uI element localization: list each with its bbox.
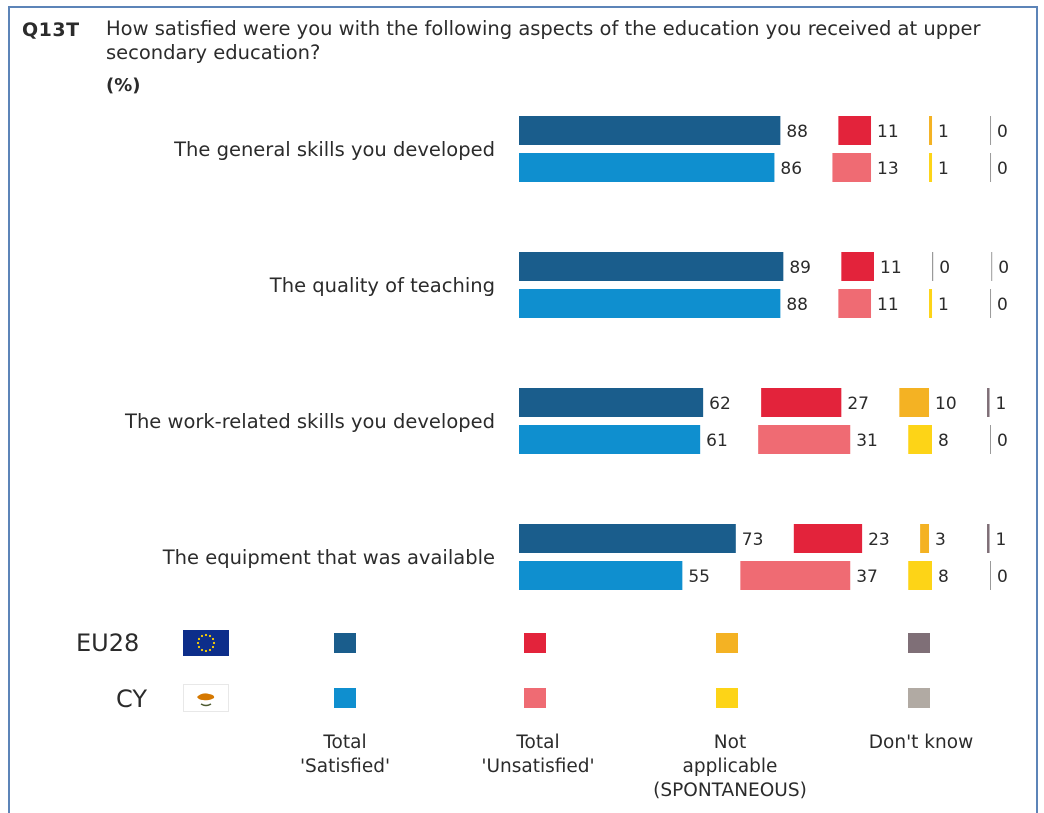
bar-eu28-unsatisfied-1 [841,252,874,281]
eu-flag-icon [183,630,229,656]
value-label-eu28-unsatisfied-2: 27 [847,394,869,414]
value-label-cy-not-applicable-2: 8 [938,431,949,451]
question-code: Q13T [22,19,80,41]
value-label-cy-satisfied-1: 88 [786,295,808,315]
bar-cy-dont-know-3 [990,561,991,590]
value-label-eu28-not-applicable-3: 3 [935,530,946,550]
bar-cy-dont-know-1 [990,289,992,318]
legend-country-eu28: EU28 [76,629,140,657]
bar-cy-unsatisfied-1 [838,289,872,318]
bar-eu28-satisfied-2 [519,388,704,417]
bar-cy-dont-know-2 [990,425,991,454]
value-label-eu28-unsatisfied-0: 11 [877,122,899,142]
value-label-cy-unsatisfied-2: 31 [856,431,878,451]
value-label-eu28-not-applicable-1: 0 [939,258,950,278]
question-text: How satisfied were you with the followin… [106,17,981,64]
legend-swatch-cy-unsatisfied [524,688,546,708]
value-label-cy-dont-know-0: 0 [997,159,1008,179]
bar-cy-dont-know-0 [990,153,992,182]
bar-eu28-satisfied-0 [519,116,781,145]
bar-cy-not-applicable-1 [929,289,933,318]
legend-label-dont-know: Don't know [868,732,974,753]
value-label-eu28-not-applicable-2: 10 [935,394,957,414]
legend-swatch-eu28-dont-know [908,633,930,653]
unit-label: (%) [106,75,141,96]
legend-label-unsatisfied: Total 'Unsatisfied' [481,732,595,777]
value-label-cy-dont-know-1: 0 [997,295,1008,315]
bar-eu28-unsatisfied-3 [793,524,863,553]
value-label-cy-dont-know-2: 0 [997,431,1008,451]
bar-cy-satisfied-0 [519,153,775,182]
value-label-cy-not-applicable-1: 1 [938,295,949,315]
bar-eu28-unsatisfied-0 [838,116,872,145]
value-label-eu28-satisfied-3: 73 [742,530,764,550]
bar-cy-satisfied-3 [519,561,683,590]
value-label-eu28-satisfied-1: 89 [789,258,811,278]
bar-cy-unsatisfied-3 [740,561,851,590]
value-label-cy-satisfied-2: 61 [706,431,728,451]
legend-swatch-cy-dont-know [908,688,930,708]
chart-frame [8,6,1038,813]
legend-label-satisfied: Total 'Satisfied' [299,732,391,777]
bar-eu28-not-applicable-2 [899,388,930,417]
bar-eu28-dont-know-2 [987,388,990,417]
value-label-eu28-dont-know-3: 1 [996,530,1007,550]
value-label-eu28-not-applicable-0: 1 [938,122,949,142]
value-label-cy-dont-know-3: 0 [997,567,1008,587]
value-label-cy-unsatisfied-3: 37 [856,567,878,587]
bar-eu28-satisfied-3 [519,524,736,553]
bar-eu28-satisfied-1 [519,252,784,281]
value-label-eu28-dont-know-1: 0 [998,258,1009,278]
bar-eu28-not-applicable-1 [932,252,934,281]
legend-country-cy: CY [116,685,147,713]
value-label-eu28-unsatisfied-3: 23 [868,530,890,550]
value-label-cy-satisfied-3: 55 [688,567,710,587]
category-label-equipment: The equipment that was available [162,546,495,569]
bar-cy-satisfied-1 [519,289,781,318]
legend-swatch-eu28-satisfied [334,633,356,653]
legend-swatch-cy-not-applicable [716,688,738,708]
bar-cy-satisfied-2 [519,425,701,454]
category-label-quality-teaching: The quality of teaching [269,274,495,297]
legend-swatch-eu28-unsatisfied [524,633,546,653]
legend-label-not-applicable: Not applicable (SPONTANEOUS) [653,732,807,801]
bar-cy-unsatisfied-0 [832,153,872,182]
bar-cy-not-applicable-3 [908,561,932,590]
bar-cy-unsatisfied-2 [758,425,851,454]
value-label-cy-satisfied-0: 86 [780,159,802,179]
bar-eu28-not-applicable-0 [929,116,933,145]
value-label-cy-not-applicable-0: 1 [938,159,949,179]
legend-swatch-cy-satisfied [334,688,356,708]
cyprus-flag-icon [183,684,229,712]
value-label-cy-unsatisfied-1: 11 [877,295,899,315]
bar-eu28-not-applicable-3 [920,524,930,553]
category-label-work-skills: The work-related skills you developed [125,410,495,433]
value-label-eu28-satisfied-0: 88 [786,122,808,142]
bar-eu28-dont-know-3 [987,524,990,553]
category-label-general-skills: The general skills you developed [174,138,495,161]
value-label-eu28-unsatisfied-1: 11 [880,258,902,278]
bar-cy-not-applicable-0 [929,153,933,182]
value-label-cy-not-applicable-3: 8 [938,567,949,587]
bar-cy-not-applicable-2 [908,425,932,454]
value-label-eu28-satisfied-2: 62 [709,394,731,414]
value-label-eu28-dont-know-2: 1 [996,394,1007,414]
value-label-eu28-dont-know-0: 0 [997,122,1008,142]
value-label-cy-unsatisfied-0: 13 [877,159,899,179]
bar-eu28-dont-know-0 [990,116,992,145]
bar-eu28-unsatisfied-2 [761,388,842,417]
legend-swatch-eu28-not-applicable [716,633,738,653]
bar-eu28-dont-know-1 [991,252,993,281]
